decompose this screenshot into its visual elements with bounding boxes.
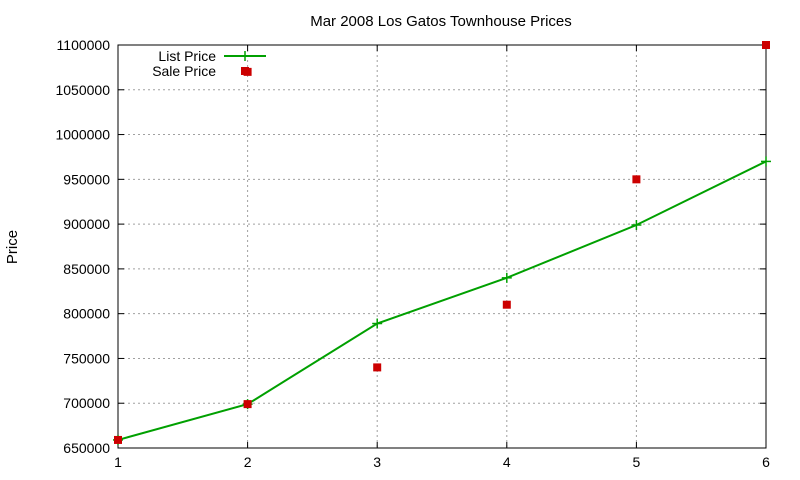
y-tick-label: 650000	[63, 440, 110, 456]
x-tick-label: 3	[373, 454, 381, 470]
sale-price-point	[114, 435, 122, 444]
list-price-point	[501, 272, 512, 283]
x-tick-label: 5	[633, 454, 641, 470]
y-tick-label: 900000	[63, 216, 110, 232]
legend-label-list-price: List Price	[158, 48, 216, 64]
x-tick-label: 1	[114, 454, 122, 470]
y-tick-label: 1050000	[55, 82, 110, 98]
x-tick-label: 2	[244, 454, 252, 470]
y-ticks-layer: 650000 700000 750000 800000 850000 900000 9500…	[55, 37, 766, 456]
legend: List Price Sale Price	[152, 48, 266, 79]
sale-price-point	[762, 41, 770, 49]
series-line-list-price	[117, 160, 767, 441]
plot-border	[117, 44, 767, 449]
sale-price-point	[502, 300, 511, 309]
series-layer	[113, 41, 771, 445]
x-tick-label: 6	[762, 454, 770, 470]
list-price-point	[761, 156, 771, 167]
legend-square-sale-price	[241, 67, 249, 75]
x-tick-label: 4	[503, 454, 511, 470]
y-axis-label: Price	[4, 230, 21, 264]
y-tick-label: 1000000	[55, 127, 110, 143]
y-tick-label: 800000	[63, 306, 110, 322]
chart-title: Mar 2008 Los Gatos Townhouse Prices	[310, 13, 572, 30]
sale-price-point	[373, 363, 382, 372]
legend-label-sale-price: Sale Price	[152, 63, 216, 79]
y-tick-label: 700000	[63, 395, 110, 411]
sale-price-point	[243, 400, 252, 409]
sale-price-point	[632, 175, 641, 184]
y-tick-label: 750000	[63, 350, 110, 366]
list-price-point	[372, 318, 383, 329]
x-ticks-layer: 1 2 3 4 5 6	[114, 45, 770, 470]
y-tick-label: 950000	[63, 171, 110, 187]
grid-layer	[118, 45, 766, 448]
list-price-point	[631, 220, 642, 231]
y-tick-label: 850000	[63, 261, 110, 277]
legend-plus-list-price	[240, 51, 250, 61]
y-tick-label: 1100000	[57, 37, 111, 53]
